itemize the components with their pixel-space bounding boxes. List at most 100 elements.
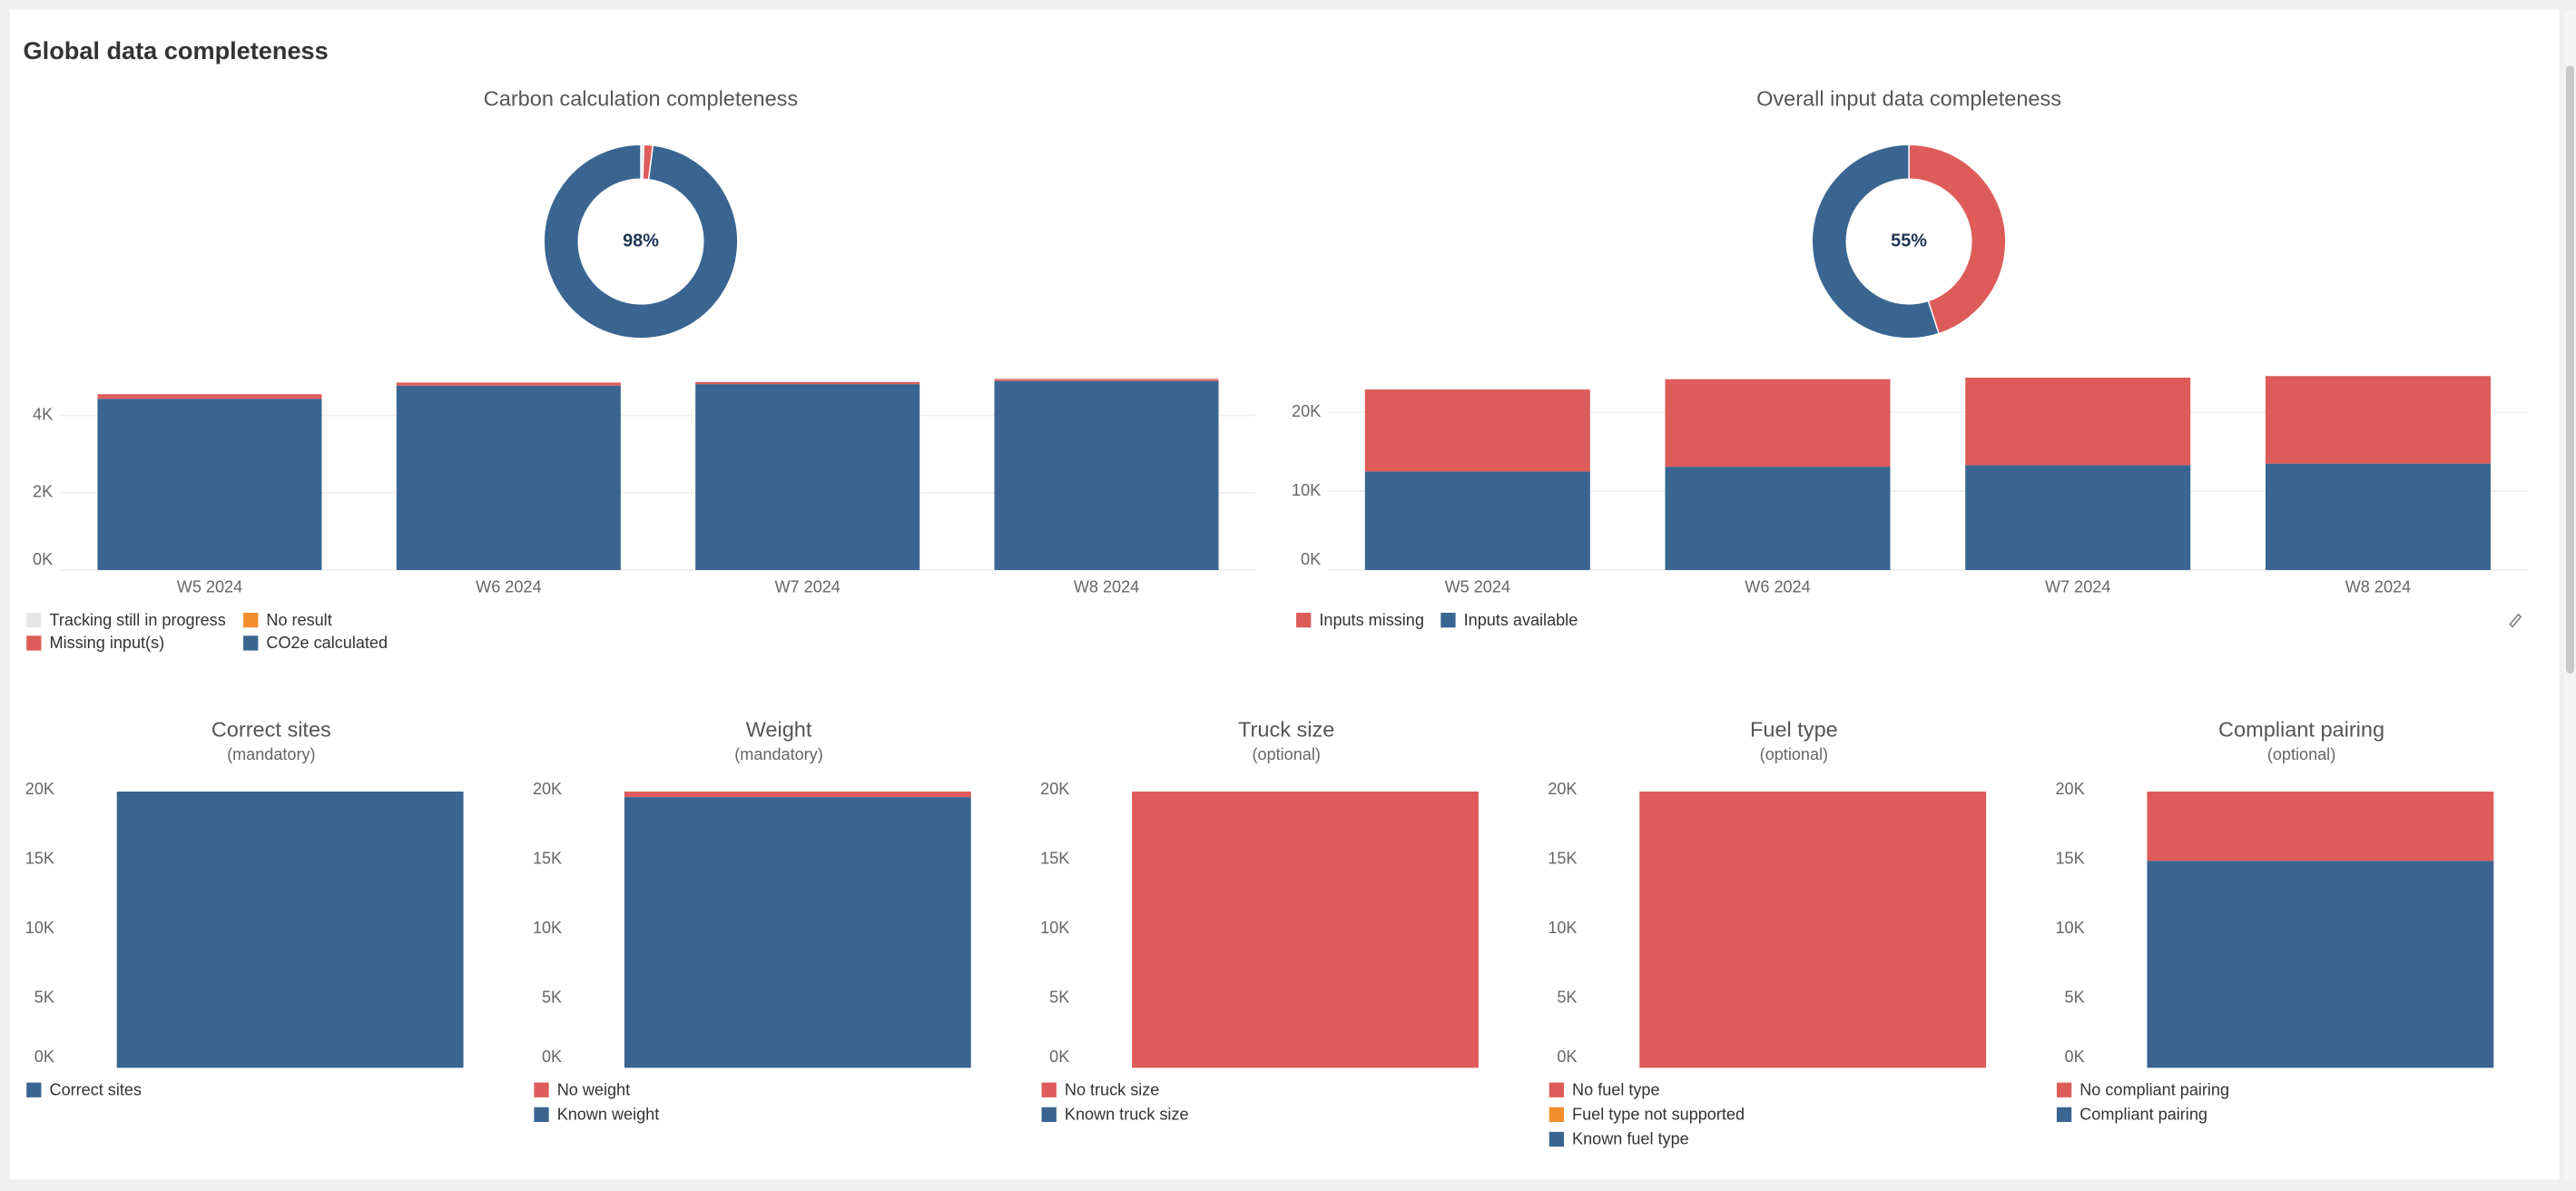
legend-swatch (2056, 1082, 2072, 1097)
y-tick-label: 0K (1049, 1048, 1069, 1066)
legend-label: No compliant pairing (2079, 1080, 2229, 1098)
legend-label: Inputs missing (1319, 611, 1424, 629)
bar-segment (1665, 467, 1891, 570)
legend-label: Known truck size (1065, 1106, 1189, 1124)
y-tick-label: 0K (33, 550, 53, 568)
bar-segment (1965, 465, 2191, 570)
chart-title: Compliant pairing (2218, 718, 2384, 742)
chart-title: Carbon calculation completeness (484, 87, 798, 111)
legend-label: No truck size (1065, 1080, 1159, 1098)
y-tick-label: 0K (2065, 1048, 2085, 1066)
bar-segment (994, 380, 1219, 570)
legend-label: Known fuel type (1572, 1130, 1689, 1148)
y-tick-label: 10K (2056, 919, 2085, 937)
y-tick-label: 0K (542, 1048, 562, 1066)
legend-label: No result (266, 611, 331, 629)
y-tick-label: 5K (2065, 989, 2085, 1007)
y-tick-label: 0K (1557, 1048, 1577, 1066)
legend-swatch (26, 635, 42, 651)
page-title: Global data completeness (24, 36, 329, 64)
y-tick-label: 15K (2056, 850, 2085, 868)
bar-segment (1132, 791, 1479, 1068)
bar-segment (994, 377, 1219, 379)
legend-swatch (534, 1107, 549, 1122)
x-tick-label: W8 2024 (2345, 578, 2411, 596)
legend-swatch (534, 1082, 549, 1097)
chart-title: Truck size (1238, 718, 1334, 742)
legend-label: Known weight (557, 1106, 660, 1124)
scrollbar-thumb[interactable] (2565, 65, 2574, 674)
y-tick-label: 15K (533, 850, 562, 868)
donut-slice (543, 143, 739, 340)
x-tick-label: W8 2024 (1074, 578, 1139, 596)
chart-title: Fuel type (1750, 718, 1838, 742)
legend-swatch (1549, 1107, 1565, 1122)
chart-title: Correct sites (211, 718, 331, 742)
bar-segment (994, 379, 1219, 381)
bar-segment (624, 797, 971, 1068)
y-tick-label: 15K (1040, 850, 1069, 868)
legend-label: Correct sites (50, 1080, 142, 1098)
bar-segment (695, 380, 920, 383)
edit-icon[interactable] (2509, 613, 2522, 628)
y-tick-label: 10K (1292, 481, 1321, 499)
legend-swatch (1296, 613, 1312, 628)
y-tick-label: 15K (1548, 850, 1577, 868)
y-tick-label: 20K (1040, 780, 1069, 798)
legend-label: CO2e calculated (266, 634, 388, 652)
bar-segment (1965, 378, 2191, 466)
x-tick-label: W6 2024 (1745, 578, 1810, 596)
x-tick-label: W7 2024 (2045, 578, 2110, 596)
legend-swatch (26, 613, 42, 628)
legend-label: Compliant pairing (2079, 1106, 2207, 1124)
y-tick-label: 5K (542, 989, 562, 1007)
bar-segment (1639, 791, 1987, 1068)
y-tick-label: 20K (1548, 780, 1577, 798)
y-tick-label: 5K (1049, 989, 1069, 1007)
y-tick-label: 5K (34, 989, 54, 1007)
legend-swatch (1440, 613, 1456, 628)
bar-segment (695, 384, 920, 570)
chart-title: Overall input data completeness (1756, 87, 2061, 111)
bar-segment (1364, 389, 1590, 472)
donut-center-label: 98% (623, 231, 659, 251)
y-tick-label: 20K (25, 780, 54, 798)
y-tick-label: 5K (1557, 989, 1577, 1007)
y-tick-label: 10K (1040, 919, 1069, 937)
bar-segment (2147, 791, 2494, 861)
bar-segment (116, 791, 464, 1068)
x-tick-label: W5 2024 (177, 578, 242, 596)
chart-subtitle: (optional) (1253, 745, 1321, 763)
bar-segment (97, 394, 322, 399)
legend-label: Missing input(s) (50, 634, 165, 652)
bar-segment (695, 382, 920, 385)
bar-segment (2265, 376, 2491, 464)
chart-subtitle: (mandatory) (734, 745, 822, 763)
x-tick-label: W7 2024 (774, 578, 840, 596)
legend-label: No fuel type (1572, 1080, 1659, 1098)
chart-title: Weight (746, 718, 812, 742)
bar-segment (624, 791, 971, 798)
legend-swatch (243, 635, 259, 651)
x-tick-label: W6 2024 (476, 578, 541, 596)
y-tick-label: 20K (2056, 780, 2085, 798)
y-tick-label: 20K (1292, 402, 1321, 420)
donut-center-label: 55% (1891, 231, 1927, 251)
chart-subtitle: (mandatory) (227, 745, 315, 763)
bar-segment (396, 385, 621, 570)
legend-swatch (26, 1082, 42, 1097)
bar-segment (396, 382, 621, 386)
legend-swatch (1549, 1131, 1565, 1147)
bar-segment (97, 399, 322, 570)
bar-segment (1665, 379, 1891, 468)
legend-swatch (1041, 1107, 1057, 1122)
legend-label: Tracking still in progress (50, 611, 226, 629)
legend-swatch (1549, 1082, 1565, 1097)
bar-segment (2147, 861, 2494, 1068)
y-tick-label: 4K (33, 405, 53, 423)
y-tick-label: 10K (533, 919, 562, 937)
legend-label: No weight (557, 1080, 630, 1098)
y-tick-label: 0K (1301, 550, 1321, 568)
chart-subtitle: (optional) (2267, 745, 2335, 763)
